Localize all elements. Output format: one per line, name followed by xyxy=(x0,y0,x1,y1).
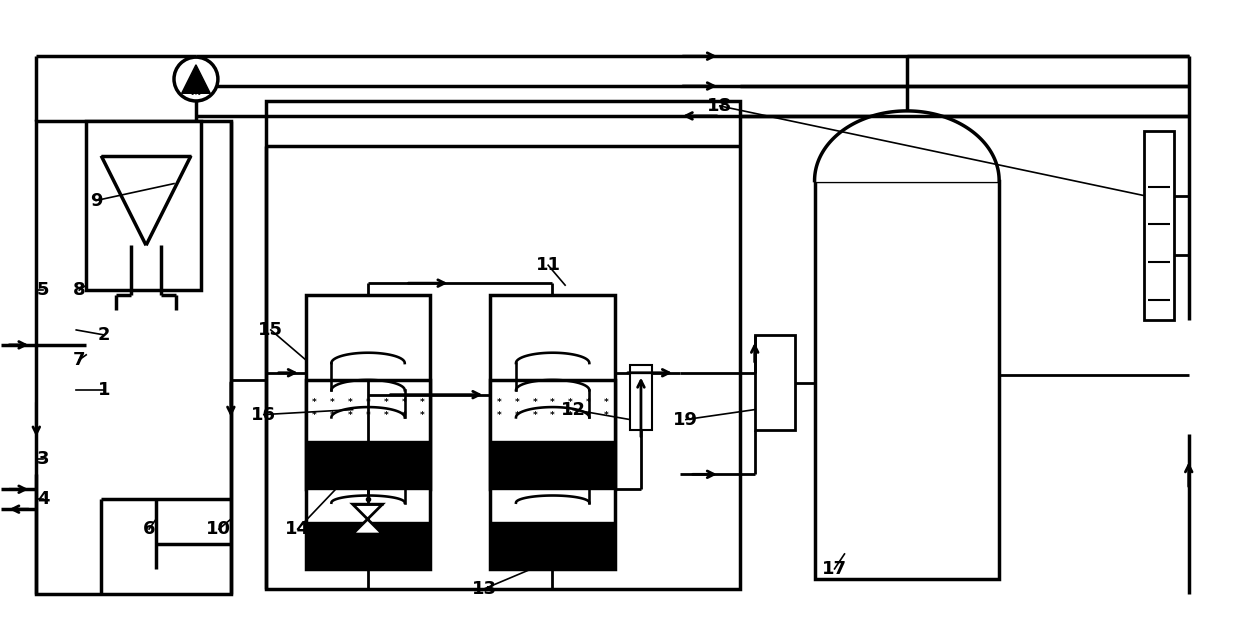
Bar xyxy=(815,181,999,579)
Bar xyxy=(1143,131,1174,320)
Text: *: * xyxy=(330,411,335,420)
Bar xyxy=(490,380,615,569)
Text: *: * xyxy=(366,411,371,420)
Text: *: * xyxy=(551,411,556,420)
Text: *: * xyxy=(383,411,388,420)
Bar xyxy=(755,335,795,429)
Bar xyxy=(36,121,231,594)
Text: *: * xyxy=(402,398,407,407)
Text: *: * xyxy=(532,411,537,420)
Text: *: * xyxy=(568,411,573,420)
Text: 4: 4 xyxy=(37,490,50,508)
Text: 1: 1 xyxy=(98,381,110,399)
Text: *: * xyxy=(347,398,352,407)
Text: 9: 9 xyxy=(91,192,103,210)
Text: 3: 3 xyxy=(37,450,50,468)
Text: *: * xyxy=(330,398,335,407)
Text: *: * xyxy=(604,411,609,420)
Text: *: * xyxy=(497,411,501,420)
Polygon shape xyxy=(490,522,615,569)
Text: *: * xyxy=(551,398,556,407)
Text: 15: 15 xyxy=(258,321,283,339)
Circle shape xyxy=(174,57,218,101)
Text: 7: 7 xyxy=(73,351,86,369)
Polygon shape xyxy=(306,441,430,489)
Text: *: * xyxy=(604,398,609,407)
Text: *: * xyxy=(497,398,501,407)
Text: 6: 6 xyxy=(143,520,155,538)
Polygon shape xyxy=(102,155,191,245)
Text: 8: 8 xyxy=(73,281,86,299)
Polygon shape xyxy=(815,111,999,181)
Bar xyxy=(630,365,652,429)
Bar xyxy=(87,121,201,290)
Text: *: * xyxy=(366,398,371,407)
Polygon shape xyxy=(306,522,430,569)
Text: 12: 12 xyxy=(560,401,585,419)
Text: *: * xyxy=(515,411,520,420)
Text: 11: 11 xyxy=(536,256,560,275)
Text: *: * xyxy=(419,398,424,407)
Bar xyxy=(306,380,430,569)
Text: *: * xyxy=(532,398,537,407)
Text: *: * xyxy=(568,398,573,407)
Text: 18: 18 xyxy=(707,97,733,115)
Bar xyxy=(490,295,615,489)
Text: *: * xyxy=(587,411,590,420)
Text: 14: 14 xyxy=(285,520,310,538)
Text: 17: 17 xyxy=(822,560,847,578)
Text: *: * xyxy=(419,411,424,420)
Text: 5: 5 xyxy=(37,281,50,299)
Text: 16: 16 xyxy=(252,406,277,424)
Polygon shape xyxy=(490,441,615,489)
Polygon shape xyxy=(182,65,211,93)
Text: *: * xyxy=(402,411,407,420)
Text: *: * xyxy=(383,398,388,407)
Bar xyxy=(265,101,740,589)
Text: *: * xyxy=(587,398,590,407)
Text: 19: 19 xyxy=(673,411,698,429)
Bar xyxy=(306,295,430,489)
Text: *: * xyxy=(312,411,316,420)
Text: 10: 10 xyxy=(206,520,232,538)
Text: *: * xyxy=(347,411,352,420)
Polygon shape xyxy=(352,505,382,519)
Text: 2: 2 xyxy=(98,326,110,344)
Text: *: * xyxy=(515,398,520,407)
Text: *: * xyxy=(312,398,316,407)
Text: 13: 13 xyxy=(471,580,497,598)
Polygon shape xyxy=(352,519,382,534)
